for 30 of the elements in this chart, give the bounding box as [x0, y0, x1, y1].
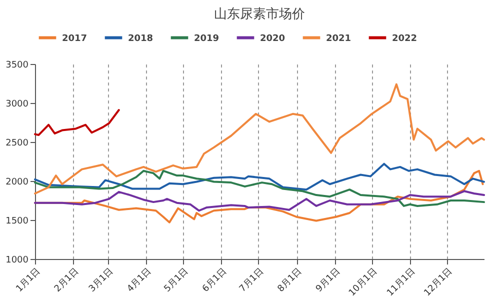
y-tick-label: 2000: [6, 178, 29, 188]
legend-label: 2018: [128, 34, 154, 44]
line-series: [34, 162, 485, 191]
x-tick-label: 3月1日: [87, 266, 116, 294]
legend-label: 2017: [62, 34, 88, 44]
legend-label: 2021: [326, 34, 352, 44]
line-series: [34, 83, 485, 194]
y-tick-label: 3500: [6, 60, 29, 70]
legend-label: 2020: [260, 34, 286, 44]
x-tick-label: 7月1日: [238, 266, 266, 294]
y-tick-label: 3000: [6, 100, 29, 110]
x-tick-label: 11月1日: [386, 266, 418, 298]
x-tick-label: 5月1日: [162, 266, 191, 294]
x-tick-label: 2月1日: [52, 266, 81, 294]
line-series: [34, 109, 120, 136]
line-series: [34, 170, 485, 207]
legend-label: 2019: [194, 34, 220, 44]
x-tick-label: 4月1日: [126, 266, 154, 294]
x-tick-label: 6月1日: [200, 266, 229, 294]
chart-title: 山东尿素市场价: [214, 7, 305, 22]
x-tick-label: 12月1日: [422, 266, 455, 298]
y-tick-label: 1500: [6, 216, 29, 226]
x-tick-label: 9月1日: [314, 266, 342, 294]
x-tick-label: 1月1日: [14, 266, 43, 294]
y-tick-label: 1000: [6, 256, 29, 266]
y-tick-label: 2500: [6, 138, 29, 148]
legend-label: 2022: [392, 34, 418, 44]
line-series: [34, 190, 485, 212]
x-tick-label: 8月1日: [276, 266, 304, 294]
x-tick-label: 10月1日: [347, 266, 380, 298]
